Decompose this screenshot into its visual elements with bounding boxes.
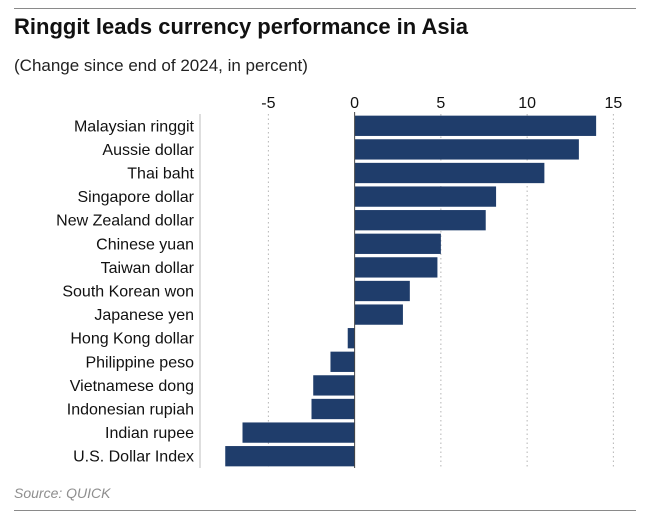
- category-label: Chinese yuan: [96, 236, 194, 253]
- bar: [242, 422, 355, 443]
- chart-title: Ringgit leads currency performance in As…: [14, 14, 468, 39]
- category-label: U.S. Dollar Index: [73, 449, 194, 466]
- category-label: Thai baht: [127, 166, 194, 183]
- category-label: South Korean won: [62, 284, 194, 301]
- bar: [354, 304, 403, 325]
- bar: [354, 233, 441, 254]
- bars: [225, 115, 597, 467]
- bar: [354, 115, 597, 136]
- category-label: Philippine peso: [85, 354, 194, 371]
- bar: [225, 446, 355, 467]
- category-label: Indonesian rupiah: [67, 402, 194, 419]
- category-label: Hong Kong dollar: [70, 331, 194, 348]
- category-label: Indian rupee: [105, 425, 194, 442]
- x-tick-label: -5: [261, 95, 275, 112]
- category-label: Aussie dollar: [102, 142, 194, 159]
- bar: [354, 162, 545, 184]
- top-rule: [14, 8, 636, 9]
- x-tick-label: 5: [436, 95, 445, 112]
- bar: [354, 257, 438, 278]
- bar: [311, 398, 355, 420]
- category-label: Singapore dollar: [77, 189, 194, 206]
- bar: [354, 186, 497, 207]
- category-labels: Malaysian ringgit Aussie dollar Thai baht S…: [56, 118, 195, 465]
- bar: [354, 139, 579, 160]
- bar: [354, 280, 410, 302]
- chart-subtitle: (Change since end of 2024, in percent): [14, 56, 308, 75]
- bar: [313, 375, 355, 396]
- x-tick-label: 0: [350, 95, 359, 112]
- axes: [199, 112, 356, 468]
- bar: [347, 328, 355, 349]
- bar: [354, 210, 486, 231]
- source-note: Source: QUICK: [14, 485, 111, 501]
- x-axis-ticks: -5 0 5 10 15: [261, 95, 622, 112]
- category-label: Taiwan dollar: [101, 260, 195, 277]
- x-tick-label: 10: [518, 95, 536, 112]
- category-label: New Zealand dollar: [56, 213, 195, 230]
- bar: [330, 351, 355, 372]
- category-label: Japanese yen: [94, 307, 194, 324]
- category-label: Malaysian ringgit: [74, 118, 195, 135]
- bottom-rule: [14, 510, 636, 511]
- x-tick-label: 15: [604, 95, 622, 112]
- category-label: Vietnamese dong: [70, 378, 194, 395]
